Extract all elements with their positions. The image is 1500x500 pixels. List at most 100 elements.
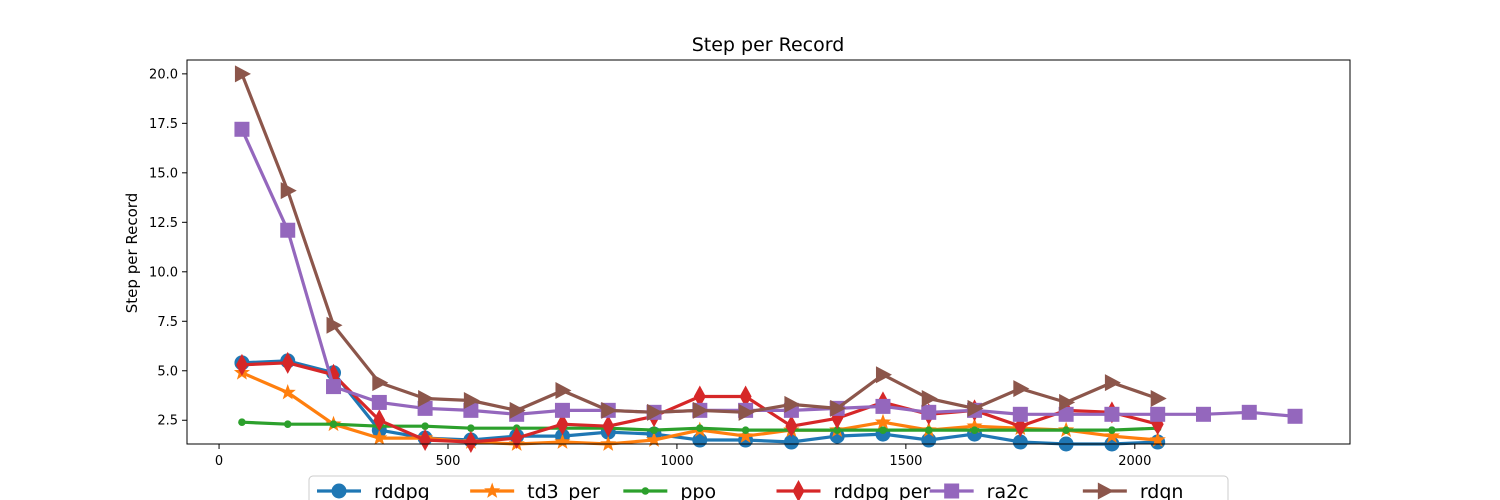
data-point [1062, 426, 1070, 434]
data-point [372, 374, 389, 392]
legend-label: ppo [680, 481, 716, 500]
data-point [1012, 434, 1028, 450]
data-point [647, 403, 664, 421]
data-point [1241, 404, 1257, 420]
legend-marker [1097, 482, 1114, 500]
data-point [739, 385, 752, 408]
series-ra2c [234, 121, 1303, 424]
data-point [741, 426, 750, 434]
legend-item-rddpg-per: rddpg_per [776, 480, 931, 500]
data-point [921, 404, 937, 420]
data-point [875, 366, 892, 384]
legend-box [308, 475, 1229, 500]
data-point [1150, 389, 1167, 407]
data-point [970, 426, 979, 434]
y-tick-label: 2.5 [157, 414, 178, 429]
legend-label: rddpg [374, 481, 430, 500]
data-point [371, 394, 387, 410]
y-tick-label: 5.0 [157, 364, 178, 379]
data-point [645, 431, 663, 447]
chart-title: Step per Record [692, 34, 845, 56]
data-point [966, 417, 983, 434]
legend-marker [641, 487, 650, 495]
legend-marker [792, 480, 805, 500]
data-point [234, 121, 250, 137]
data-point [921, 432, 937, 448]
x-tick-label: 500 [436, 454, 461, 469]
data-point [419, 429, 432, 452]
data-point [283, 420, 292, 429]
data-point [467, 424, 475, 432]
legend-item-ppo: ppo [623, 481, 716, 500]
legend-label: ra2c [987, 481, 1029, 500]
x-tick-label: 0 [215, 454, 223, 469]
y-axis-label: Step per Record [123, 193, 141, 313]
legend-item-ra2c: ra2c [929, 481, 1029, 500]
data-point [1103, 427, 1120, 443]
legend-marker [484, 482, 501, 498]
data-point [785, 415, 798, 438]
data-point [371, 429, 388, 445]
data-point [280, 182, 297, 200]
y-tick-label: 12.5 [149, 216, 178, 231]
legend-item-td3-per: td3_per [470, 481, 600, 500]
data-point [235, 353, 248, 376]
data-point [329, 420, 338, 429]
y-tick-label: 7.5 [157, 315, 178, 330]
data-point [650, 426, 658, 434]
data-point [555, 382, 572, 400]
legend-label: td3_per [527, 481, 600, 500]
data-point [421, 422, 429, 430]
data-point [601, 401, 618, 419]
data-point [464, 431, 477, 454]
data-point [280, 222, 296, 238]
y-tick-label: 17.5 [149, 117, 178, 132]
legend-marker [331, 483, 347, 499]
y-tick-label: 15.0 [149, 166, 178, 181]
legend-label: rddpg_per [834, 481, 931, 500]
x-tick-label: 1500 [889, 454, 922, 469]
data-point [833, 426, 841, 434]
legend-marker [944, 483, 960, 499]
data-point [418, 389, 435, 407]
data-point [1195, 406, 1211, 422]
data-point [875, 398, 891, 414]
data-point [1104, 374, 1121, 392]
data-point [463, 391, 480, 409]
data-point [738, 403, 755, 421]
data-point [1012, 406, 1028, 422]
legend-item-rddpg: rddpg [317, 481, 430, 500]
data-point [692, 401, 709, 419]
data-point [373, 409, 386, 432]
data-point [281, 351, 294, 374]
data-point [509, 401, 526, 419]
data-point [784, 395, 801, 413]
data-point [600, 435, 617, 451]
data-point [1013, 380, 1030, 398]
data-point [326, 316, 343, 334]
data-point [1150, 406, 1166, 422]
data-point [921, 389, 938, 407]
data-point [602, 415, 615, 438]
legend: rddpg td3_per ppo rddpg_per ra2c rdqn [308, 475, 1229, 500]
data-point [279, 384, 296, 400]
data-point [1058, 406, 1074, 422]
data-point [556, 413, 569, 436]
series-line [240, 128, 1296, 418]
y-tick-label: 20.0 [149, 67, 178, 82]
x-tick-label: 1000 [660, 454, 693, 469]
data-point [967, 399, 984, 417]
legend-item-rdqn: rdqn [1082, 481, 1183, 500]
plot-area [233, 65, 1303, 454]
axes: 0 500 1000 1500 2000 2.5 5.0 7.5 10.0 12.5 15.0 17.… [149, 67, 1151, 469]
data-point [1287, 408, 1303, 424]
series-line [240, 73, 1159, 414]
data-point [692, 432, 708, 448]
plot-frame [186, 59, 1351, 445]
data-point [879, 426, 887, 434]
data-point [693, 385, 706, 408]
y-tick-label: 10.0 [149, 265, 178, 280]
data-point [874, 413, 892, 430]
data-point [1104, 406, 1120, 422]
